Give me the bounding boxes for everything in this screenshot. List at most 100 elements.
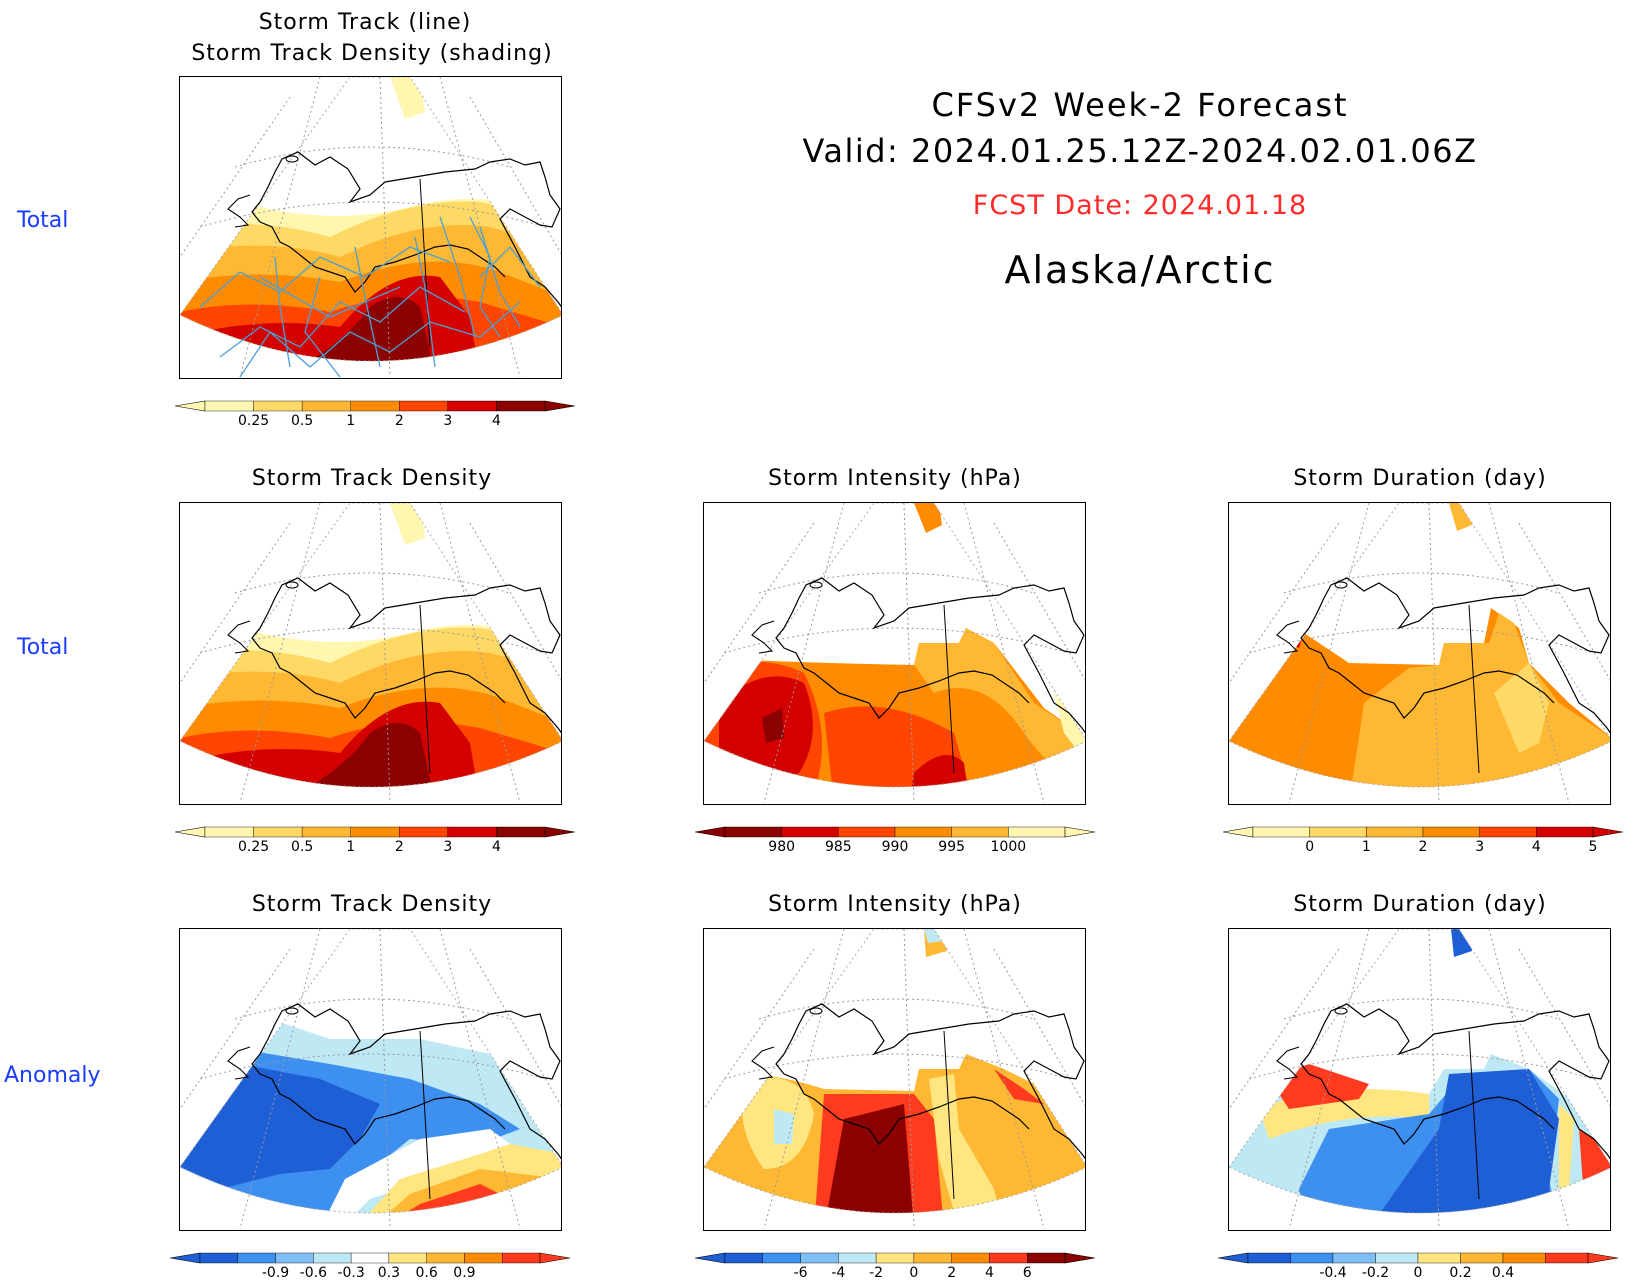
map-track-band-7: [300, 297, 435, 361]
colorbar-density-total-svg: [175, 826, 575, 838]
duration-anom-title: Storm Duration (day): [1293, 892, 1547, 917]
colorbar-duration-anomaly-tick-3: 0.2: [1449, 1265, 1472, 1281]
map-track-storm-track-6: [439, 216, 476, 338]
map-int-island: [809, 581, 823, 589]
colorbar-intensity-total: 980 985 990 995 1000: [695, 826, 1095, 856]
colorbar-intensity-anomaly-segment-0: [724, 1252, 763, 1264]
colorbar-density-track: 0.25 0.5 1 2 3 4: [175, 400, 575, 430]
colorbar-density-track-tick-5: 4: [491, 413, 501, 429]
map-int-graticule-line-4: [993, 522, 1085, 681]
map-track-border: [419, 178, 431, 348]
map-int-a-band-6: [929, 1074, 1004, 1213]
map-dur-graticule-line-1: [1288, 503, 1370, 804]
map-int-border: [943, 604, 955, 774]
colorbar-intensity-anomaly-segment-5: [913, 1252, 952, 1264]
colorbar-density-track-segment-0: [204, 400, 254, 412]
map-dur-island: [1334, 581, 1348, 589]
colorbar-intensity-total-arrow-left: [695, 826, 726, 838]
colorbar-intensity-anomaly-segment-8: [1027, 1252, 1066, 1264]
map-int-wedge-outline: [704, 503, 1085, 788]
intensity-anom-title: Storm Intensity (hPa): [768, 892, 1022, 917]
map-dur-graticule-line-6: [1283, 572, 1560, 594]
map-dur-a-island: [1334, 1007, 1348, 1015]
colorbar-duration-total-segment-5: [1536, 826, 1594, 838]
colorbar-intensity-total-tick-3: 995: [938, 839, 966, 855]
map-dur-a-border: [1468, 1030, 1480, 1200]
colorbar-density-total-segment-3: [350, 826, 400, 838]
map-int-a-coastline: [775, 1003, 1085, 1160]
map-dur-a-graticule: [1229, 929, 1610, 1230]
colorbar-density-anomaly-segment-2: [275, 1252, 314, 1264]
colorbar-density-anomaly: -0.9 -0.6 -0.3 0.3 0.6 0.9: [170, 1252, 570, 1282]
map-track-storm-track-9: [469, 216, 501, 338]
map-dens-graticule-line-0: [379, 503, 391, 804]
colorbar-intensity-total-svg: [695, 826, 1095, 838]
colorbar-density-total-segment-6: [496, 826, 546, 838]
map-int-a-graticule-line-0: [903, 929, 915, 1230]
map-dur-graticule-line-0: [1428, 503, 1440, 804]
colorbar-intensity-total-segment-1: [781, 826, 839, 838]
colorbar-density-anomaly-tick-0: -0.9: [261, 1265, 290, 1281]
map-duration-total-svg: [1229, 503, 1610, 804]
colorbar-duration-anomaly-segment-7: [1545, 1252, 1589, 1264]
colorbar-density-anomaly-tick-2: -0.3: [337, 1265, 365, 1281]
colorbar-duration-anomaly-arrow-left: [1218, 1252, 1249, 1264]
colorbar-intensity-anomaly-segment-4: [875, 1252, 915, 1264]
colorbar-duration-total: 0 1 2 3 4 5: [1223, 826, 1623, 856]
map-track-storm-track-8: [304, 276, 341, 378]
map-dens-a-graticule-line-5: [199, 1053, 546, 1080]
map-dur-a-graticule-line-5: [1248, 1053, 1595, 1080]
map-int-a-graticule-line-2: [963, 929, 1045, 1230]
colorbar-density-track-segment-4: [399, 400, 449, 412]
colorbar-intensity-total-segment-5: [1008, 826, 1066, 838]
map-int-band-2: [914, 628, 1085, 787]
colorbar-density-track-arrow-left: [175, 400, 206, 412]
colorbar-density-track-tick-3: 2: [394, 413, 404, 429]
map-int-graticule: [704, 503, 1085, 804]
colorbar-duration-total-tick-5: 5: [1588, 839, 1598, 855]
map-int-a-graticule-line-1: [763, 929, 845, 1230]
colorbar-density-total-tick-5: 4: [491, 839, 501, 855]
duration-total-title: Storm Duration (day): [1293, 466, 1547, 491]
colorbar-density-total-segment-4: [399, 826, 449, 838]
colorbar-density-total-segment-0: [204, 826, 254, 838]
map-dur-graticule-line-5: [1248, 627, 1595, 654]
map-int-a-graticule: [704, 929, 1085, 1230]
map-dens-coastline: [251, 577, 561, 734]
map-dens-coastline-west: [227, 620, 251, 654]
map-dur-coastline: [1300, 577, 1610, 734]
map-int-a-band-7: [994, 1069, 1044, 1104]
map-density-anomaly: [179, 928, 562, 1231]
colorbar-density-anomaly-segment-1: [237, 1252, 276, 1264]
map-dens-a-graticule-line-2: [439, 929, 521, 1230]
map-dens-a-graticule: [180, 929, 561, 1230]
colorbar-duration-anomaly-segment-0: [1247, 1252, 1291, 1264]
map-int-a-border: [943, 1030, 955, 1200]
map-duration-total: [1228, 502, 1611, 805]
map-track-graticule-line-5: [199, 201, 546, 228]
colorbar-intensity-total-segment-3: [894, 826, 952, 838]
colorbar-intensity-total-segment-4: [951, 826, 1009, 838]
colorbar-density-total-tick-3: 2: [394, 839, 404, 855]
colorbar-density-track-segment-1: [253, 400, 303, 412]
map-track-storm-track-7: [479, 226, 521, 328]
colorbar-intensity-anomaly-segment-2: [800, 1252, 839, 1264]
colorbar-duration-anomaly: -0.4 -0.2 0 0.2 0.4: [1218, 1252, 1618, 1282]
colorbar-density-track-tick-0: 0.25: [237, 413, 270, 429]
colorbar-density-total-tick-2: 1: [346, 839, 356, 855]
map-dens-a-graticule-line-3: [180, 948, 291, 1110]
colorbar-intensity-total-tick-4: 1000: [990, 839, 1027, 855]
colorbar-duration-anomaly-arrow-right: [1587, 1252, 1618, 1264]
forecast-title: CFSv2 Week-2 Forecast: [931, 86, 1349, 124]
colorbar-duration-total-segment-4: [1479, 826, 1537, 838]
colorbar-density-track-segment-3: [350, 400, 400, 412]
map-track-graticule-line-3: [180, 96, 291, 258]
colorbar-intensity-anomaly-segment-6: [951, 1252, 990, 1264]
colorbar-duration-total-segment-2: [1366, 826, 1424, 838]
colorbar-duration-anomaly-tick-4: 0.4: [1491, 1265, 1515, 1281]
colorbar-intensity-anomaly-tick-6: 6: [1022, 1265, 1032, 1281]
map-dur-a-coastline: [1300, 1003, 1610, 1160]
colorbar-density-anomaly-tick-1: -0.6: [299, 1265, 327, 1281]
map-storm-track-total: [179, 76, 562, 379]
colorbar-density-anomaly-segment-5: [388, 1252, 427, 1264]
